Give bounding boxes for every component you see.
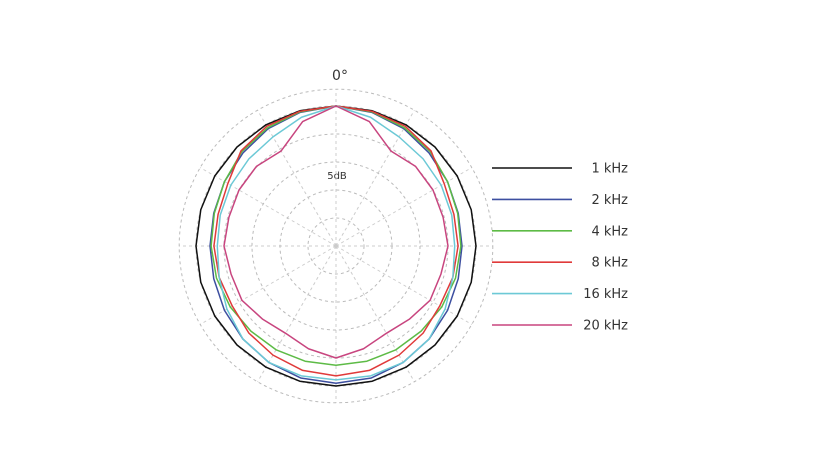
series-line: [223, 105, 449, 359]
spoke: [335, 167, 473, 247]
spoke: [199, 245, 337, 325]
series-line: [210, 105, 462, 367]
spoke: [335, 109, 415, 247]
ring: [251, 161, 421, 331]
spoke: [335, 245, 473, 325]
spoke: [257, 109, 337, 247]
angle-label: 0°: [332, 68, 348, 84]
legend-label: 20 kHz: [583, 319, 628, 334]
legend-label: 16 kHz: [583, 287, 628, 302]
ring: [307, 217, 365, 275]
spoke: [257, 245, 337, 383]
legend-label: 1 kHz: [591, 162, 628, 177]
series-line: [195, 105, 477, 387]
spoke: [335, 245, 415, 383]
radial-label: 5dB: [327, 171, 347, 182]
ring: [279, 189, 393, 303]
spoke: [199, 167, 337, 247]
legend-label: 8 kHz: [591, 256, 628, 271]
legend-label: 4 kHz: [591, 224, 628, 239]
outer-ring: [178, 88, 494, 404]
legend-label: 2 kHz: [591, 193, 628, 208]
series-line: [216, 105, 456, 381]
series-line: [213, 105, 459, 377]
